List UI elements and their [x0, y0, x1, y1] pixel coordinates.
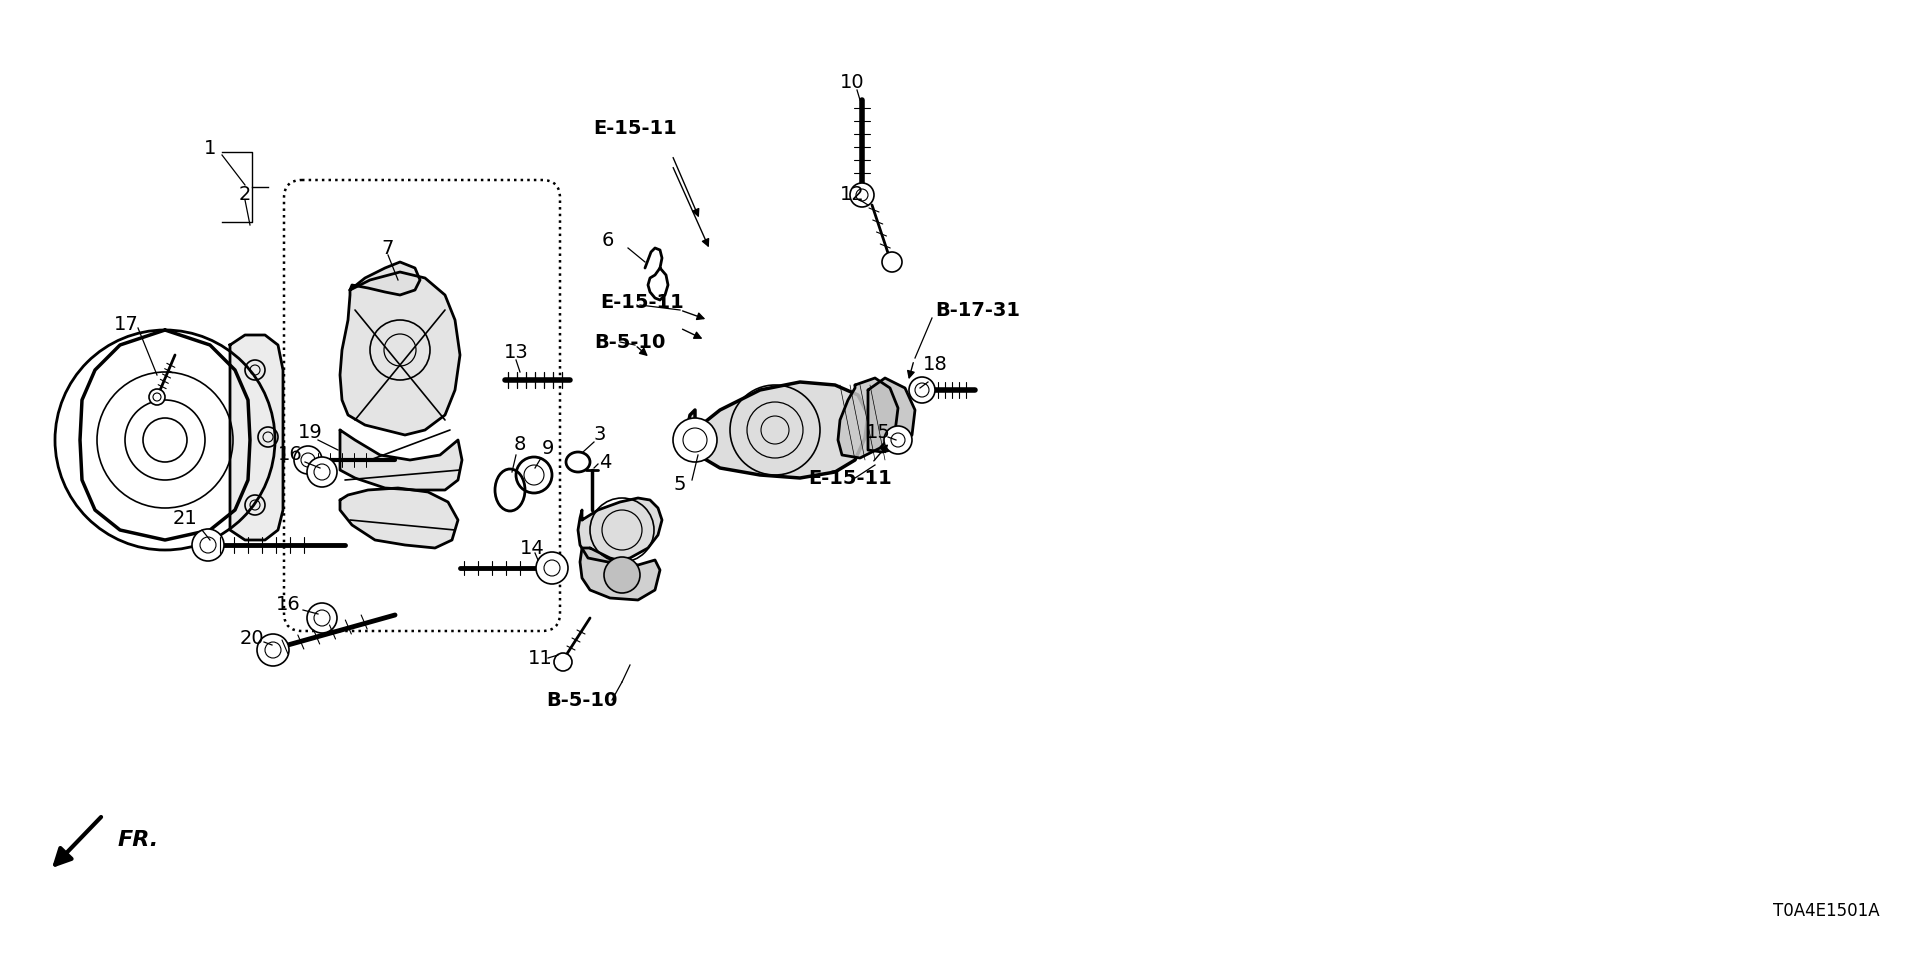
Circle shape: [257, 634, 290, 666]
Text: B-5-10: B-5-10: [593, 332, 666, 351]
Text: T0A4E1501A: T0A4E1501A: [1774, 902, 1880, 920]
Polygon shape: [580, 548, 660, 600]
Circle shape: [851, 183, 874, 207]
Text: 4: 4: [599, 452, 611, 471]
Polygon shape: [340, 272, 461, 435]
Text: 16: 16: [276, 595, 300, 614]
Text: 15: 15: [866, 422, 891, 442]
Text: 14: 14: [520, 539, 545, 558]
Circle shape: [605, 557, 639, 593]
Circle shape: [150, 389, 165, 405]
Circle shape: [883, 426, 912, 454]
Circle shape: [881, 252, 902, 272]
Text: 10: 10: [839, 73, 864, 91]
Circle shape: [555, 653, 572, 671]
Text: 7: 7: [382, 238, 394, 257]
Text: 11: 11: [528, 649, 553, 667]
Text: E-15-11: E-15-11: [593, 118, 678, 137]
Text: 19: 19: [298, 422, 323, 442]
Circle shape: [294, 446, 323, 474]
Polygon shape: [340, 430, 463, 490]
Text: 13: 13: [503, 343, 528, 362]
Text: E-15-11: E-15-11: [808, 468, 891, 488]
Text: 21: 21: [173, 509, 198, 527]
Text: B-17-31: B-17-31: [935, 300, 1020, 320]
Text: 9: 9: [541, 439, 555, 458]
Circle shape: [192, 529, 225, 561]
Text: 3: 3: [593, 425, 607, 444]
Polygon shape: [868, 378, 916, 452]
Polygon shape: [340, 488, 459, 548]
Circle shape: [307, 457, 338, 487]
Circle shape: [908, 377, 935, 403]
Text: 1: 1: [204, 138, 217, 157]
Text: E-15-11: E-15-11: [599, 293, 684, 311]
Polygon shape: [230, 335, 282, 540]
Text: 17: 17: [113, 316, 138, 334]
Text: 20: 20: [240, 629, 265, 647]
Text: 8: 8: [515, 436, 526, 454]
FancyArrowPatch shape: [56, 817, 102, 865]
Polygon shape: [578, 498, 662, 562]
Polygon shape: [349, 262, 420, 295]
Text: 6: 6: [601, 230, 614, 250]
Text: 2: 2: [238, 185, 252, 204]
Text: 16: 16: [278, 445, 301, 465]
Text: 5: 5: [674, 475, 685, 494]
Circle shape: [674, 418, 716, 462]
Polygon shape: [687, 382, 868, 478]
Text: B-5-10: B-5-10: [547, 690, 618, 709]
Circle shape: [536, 552, 568, 584]
Circle shape: [307, 603, 338, 633]
Text: 18: 18: [924, 355, 947, 374]
Polygon shape: [837, 378, 899, 458]
Text: 12: 12: [839, 185, 864, 204]
Text: FR.: FR.: [117, 830, 159, 850]
